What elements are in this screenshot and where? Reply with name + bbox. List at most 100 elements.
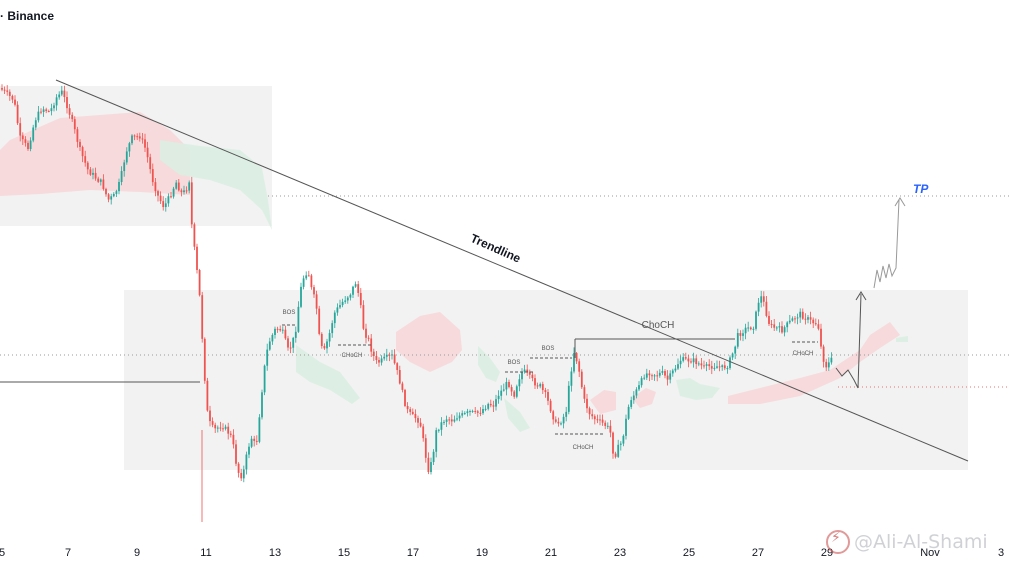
candle-bearish (575, 353, 578, 362)
candle-bearish (102, 179, 105, 189)
candle-bullish (380, 358, 383, 363)
candle-bullish (188, 182, 191, 191)
projection-to-tp (873, 199, 900, 289)
candle-bearish (684, 357, 687, 359)
cloud-green-6 (896, 336, 908, 342)
candle-bearish (14, 99, 16, 105)
candle-bearish (253, 438, 256, 441)
candle-bearish (406, 405, 409, 410)
candle-bullish (167, 196, 170, 204)
candle-bearish (255, 440, 258, 442)
candle-bullish (653, 375, 656, 377)
candle-bearish (149, 157, 152, 170)
candle-bearish (105, 188, 107, 195)
candle-bearish (817, 324, 820, 329)
candle-bearish (666, 375, 669, 380)
candle-bullish (573, 353, 575, 372)
candle-bearish (162, 201, 165, 208)
candle-bearish (214, 424, 217, 429)
candle-bearish (424, 438, 427, 458)
candle-bearish (157, 191, 159, 196)
cloud-red-5 (728, 322, 900, 404)
candle-bullish (297, 306, 300, 332)
candle-bearish (781, 326, 783, 333)
candle-bearish (284, 329, 287, 339)
watermark-text: @Ali-Al-Shami (854, 531, 988, 553)
cloud-red-4 (632, 388, 656, 408)
candle-bullish (55, 97, 58, 106)
exchange-label: · Binance (0, 9, 55, 23)
candle-bearish (84, 156, 87, 163)
candle-bearish (21, 135, 24, 140)
candle-bullish (58, 94, 61, 98)
candle-bullish (570, 371, 573, 386)
candle-bullish (123, 162, 126, 172)
candle-bearish (240, 472, 243, 479)
candle-bullish (705, 364, 708, 366)
candle-bullish (300, 286, 302, 307)
range-zone (124, 290, 968, 470)
candle-bullish (658, 372, 661, 376)
candle-bearish (578, 361, 581, 372)
candle-bearish (141, 138, 144, 140)
candle-bearish (554, 419, 557, 422)
candle-bearish (11, 95, 14, 100)
candle-bearish (474, 410, 477, 412)
candle-bearish (196, 246, 198, 271)
candle-bearish (235, 444, 237, 464)
candle-bearish (24, 139, 27, 143)
candle-bullish (346, 297, 349, 301)
candle-bullish (432, 451, 435, 463)
candle-bullish (120, 171, 123, 182)
candle-bearish (690, 361, 692, 363)
candle-bullish (729, 357, 731, 369)
trendline-label-bg (461, 229, 530, 270)
candle-bearish (136, 136, 139, 138)
x-tick-label: 7 (65, 547, 71, 559)
candle-bearish (359, 292, 362, 306)
candle-bullish (791, 318, 794, 321)
candle-bearish (588, 408, 591, 415)
candle-bullish (638, 385, 640, 390)
choch-label-2: CHoCH (573, 445, 594, 451)
candle-bullish (456, 418, 458, 420)
candle-bearish (768, 315, 770, 324)
candle-bearish (362, 305, 365, 329)
tp-label: TP (913, 182, 929, 196)
candle-bullish (560, 423, 562, 425)
candle-bullish (437, 429, 440, 431)
candle-bullish (131, 135, 133, 144)
candle-bullish (42, 109, 45, 113)
candle-bearish (318, 308, 321, 334)
candle-bearish (508, 381, 510, 388)
candle-bullish (505, 381, 508, 390)
candle-bearish (825, 361, 828, 368)
candle-bullish (760, 296, 763, 303)
candle-bearish (601, 419, 604, 423)
cloud-green-5 (676, 378, 720, 400)
candle-bullish (60, 90, 63, 95)
candle-bearish (159, 195, 162, 202)
candle-bearish (232, 434, 235, 445)
candle-bearish (804, 318, 807, 320)
candle-bearish (63, 90, 66, 98)
candle-bearish (708, 364, 711, 367)
candle-bearish (427, 457, 430, 473)
candle-bullish (682, 357, 685, 361)
candle-bearish (664, 371, 666, 376)
candle-bearish (47, 111, 50, 113)
candle-bullish (635, 389, 638, 396)
candle-bullish (349, 294, 352, 298)
candle-bearish (479, 412, 482, 414)
candle-bearish (378, 360, 380, 363)
candle-bullish (830, 357, 833, 363)
cloud-green-4 (504, 398, 530, 432)
candle-bearish (549, 400, 552, 412)
candle-bullish (292, 337, 295, 348)
watermark-logo-icon (826, 530, 850, 554)
candle-bullish (786, 322, 789, 328)
candle-bullish (430, 462, 432, 473)
candle-bearish (422, 426, 425, 439)
candle-bullish (521, 371, 523, 380)
